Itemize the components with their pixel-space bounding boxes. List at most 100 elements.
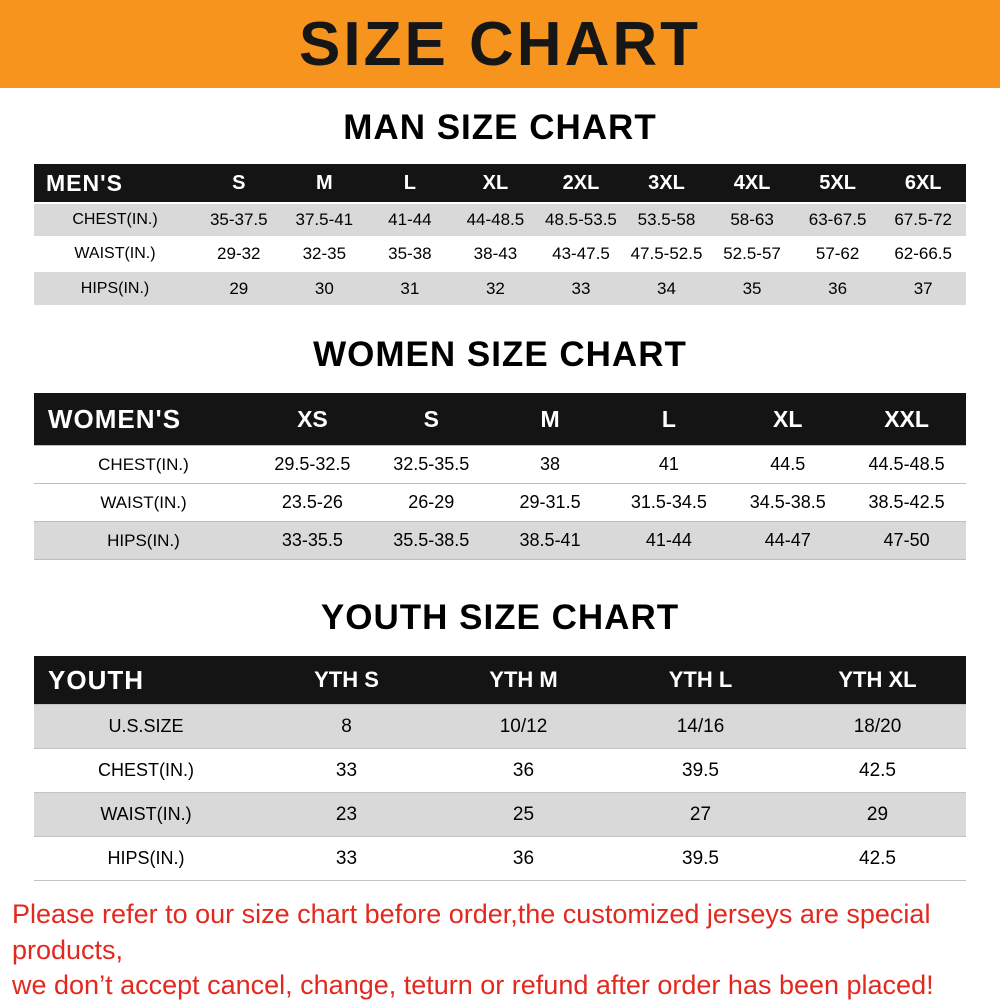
women-section-title: WOMEN SIZE CHART [313,335,687,374]
cell-value: 31 [400,278,420,298]
cell-value: 33 [335,759,358,781]
column-header: YTH L [612,656,789,705]
banner-title: SIZE CHART [299,9,701,79]
header-row: WOMEN'S XS S M L XL XXL [34,393,966,446]
row-label: HIPS(IN.) [107,848,185,868]
cell-value: 63-67.5 [808,210,867,229]
cell-value: 47-50 [883,530,930,550]
cell-value: 37.5-41 [295,210,354,229]
cell-value: 57-62 [815,244,860,263]
column-header: M [281,164,368,203]
cell-value: 35 [742,278,762,298]
cell-value: 44-48.5 [466,210,525,229]
section-youth: YOUTH SIZE CHART YOUTH YTH S YTH M YTH L YTH… [0,598,1000,881]
youth-section-title: YOUTH SIZE CHART [320,598,680,637]
cell-value: 27 [689,803,712,825]
table-row: CHEST(IN.) 29.5-32.5 32.5-35.5 38 41 44.5 44.5… [34,445,966,484]
cell-value: 48.5-53.5 [545,210,617,229]
cell-value: 62-66.5 [894,244,953,263]
cell-value: 37 [913,278,933,298]
cell-value: 36 [512,847,535,869]
row-label: WAIST(IN.) [74,245,156,262]
table-row: WAIST(IN.) 29-32 32-35 35-38 38-43 43-47.5 47.… [34,237,966,271]
column-header: 6XL [880,164,966,203]
footer-notice: Please refer to our size chart before or… [12,897,992,1004]
cell-value: 35.5-38.5 [393,530,470,550]
cell-value: 18/20 [853,715,902,737]
column-header: M [490,393,610,446]
column-header: S [196,164,282,203]
cell-value: 42.5 [859,759,896,781]
table-row: U.S.SIZE 8 10/12 14/16 18/20 [34,704,966,749]
cell-value: 47.5-52.5 [630,244,703,263]
cell-value: 30 [314,278,334,298]
column-header: 5XL [794,164,881,203]
cell-value: 41-44 [388,210,432,229]
row-label: WAIST(IN.) [100,492,187,512]
footer-line-2: we don’t accept cancel, change, teturn o… [12,970,934,1001]
row-label: WAIST(IN.) [100,804,192,824]
men-size-table: MEN'S S M L XL 2XL 3XL 4XL 5XL 6XL CHEST(IN.) 35-37… [34,164,966,305]
cell-value: 32 [485,278,505,298]
cell-value: 14/16 [676,715,725,737]
column-header: XXL [847,393,966,446]
column-header: L [609,393,729,446]
cell-value: 36 [512,759,535,781]
section-men: MAN SIZE CHART MEN'S S M L XL 2XL 3XL 4XL 5XL 6XL… [0,108,1000,305]
cell-value: 42.5 [859,847,896,869]
column-header: 4XL [709,164,795,203]
section-women: WOMEN SIZE CHART WOMEN'S XS S M L XL XXL CHEST(… [0,335,1000,560]
row-label: CHEST(IN.) [72,211,158,228]
column-header: YTH S [258,656,435,705]
cell-value: 10/12 [499,715,548,737]
table-row: HIPS(IN.) 33-35.5 35.5-38.5 38.5-41 41-44 44-… [34,521,966,560]
row-label: HIPS(IN.) [107,530,180,550]
cell-value: 33 [335,847,358,869]
cell-value: 26-29 [408,492,455,512]
cell-value: 39.5 [682,759,719,781]
cell-value: 35-37.5 [209,210,268,229]
column-header: XL [452,164,539,203]
cell-value: 43-47.5 [552,244,610,263]
cell-value: 23.5-26 [281,492,343,512]
cell-value: 29 [229,278,249,298]
cell-value: 33 [571,278,591,298]
cell-value: 44.5 [770,454,806,474]
table-row: WAIST(IN.) 23.5-26 26-29 29-31.5 31.5-34.5 34… [34,483,966,522]
cell-value: 58-63 [730,210,774,229]
cell-value: 67.5-72 [894,210,953,229]
banner: SIZE CHART [0,0,1000,88]
row-label: HIPS(IN.) [80,279,150,297]
column-header: 2XL [538,164,624,203]
cell-value: 41-44 [645,530,692,550]
column-header: S [371,393,491,446]
cell-value: 38.5-42.5 [868,492,945,512]
cell-value: 44.5-48.5 [868,454,945,474]
cell-value: 38.5-41 [519,530,581,550]
cell-value: 29-32 [217,244,261,263]
cell-value: 44-47 [764,530,811,550]
row-label: CHEST(IN.) [98,760,194,780]
women-size-table: WOMEN'S XS S M L XL XXL CHEST(IN.) 29.5-32.5 32.5… [34,393,966,560]
table-row: CHEST(IN.) 33 36 39.5 42.5 [34,748,966,793]
cell-value: 32-35 [302,244,347,263]
row-label: U.S.SIZE [108,716,184,736]
cell-value: 33-35.5 [281,530,343,550]
table-corner-label: MEN'S [34,164,196,203]
cell-value: 29 [866,803,889,825]
cell-value: 53.5-58 [637,210,696,229]
cell-value: 29.5-32.5 [274,454,351,474]
column-header: XS [253,393,372,446]
header-row: MEN'S S M L XL 2XL 3XL 4XL 5XL 6XL [34,164,966,203]
cell-value: 52.5-57 [723,244,781,263]
cell-value: 29-31.5 [519,492,581,512]
cell-value: 34 [657,278,676,298]
footer-line-1: Please refer to our size chart before or… [12,899,931,965]
cell-value: 34.5-38.5 [749,492,826,512]
cell-value: 25 [512,803,535,825]
cell-value: 38 [540,454,561,474]
table-corner-label: YOUTH [34,656,258,705]
header-row: YOUTH YTH S YTH M YTH L YTH XL [34,656,966,705]
column-header: XL [728,393,848,446]
youth-size-table: YOUTH YTH S YTH M YTH L YTH XL U.S.SIZE 8 10/12… [34,656,966,881]
